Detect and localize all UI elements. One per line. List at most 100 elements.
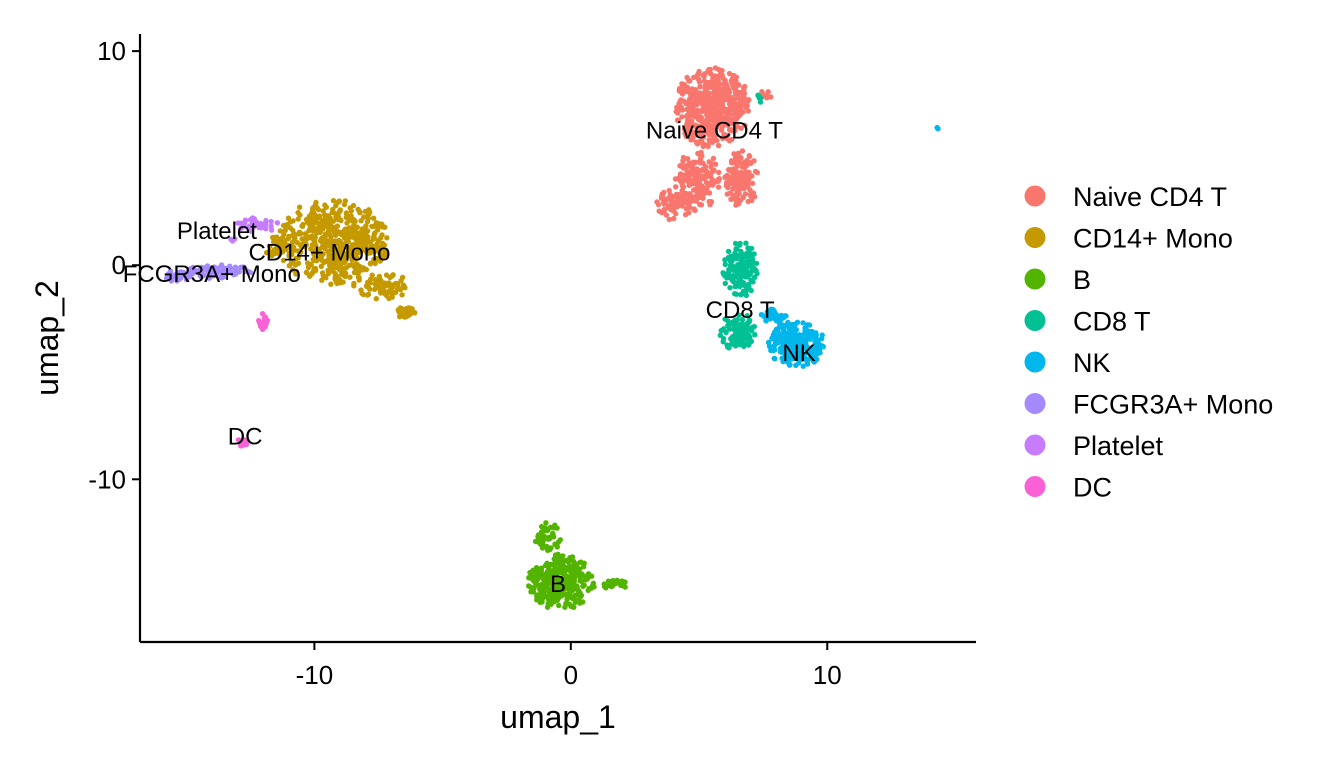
data-point <box>700 195 706 201</box>
data-point <box>710 112 716 119</box>
data-point <box>725 318 731 324</box>
data-point <box>360 291 367 298</box>
data-point <box>272 247 278 254</box>
data-point <box>686 160 692 166</box>
data-point <box>357 235 363 241</box>
data-point <box>538 581 545 588</box>
data-point <box>618 582 624 588</box>
cluster-label: CD8 T <box>706 297 775 324</box>
data-point <box>603 585 609 591</box>
legend-item: FCGR3A+ Mono <box>1024 390 1273 420</box>
data-point <box>323 204 329 210</box>
data-point <box>709 176 716 183</box>
data-point <box>659 193 665 199</box>
data-point <box>735 201 742 207</box>
cluster-label: NK <box>782 340 815 367</box>
data-point <box>706 137 712 143</box>
data-point <box>744 313 750 319</box>
data-point <box>697 187 703 193</box>
data-point <box>782 336 788 342</box>
data-point <box>566 567 572 573</box>
data-point <box>696 68 702 75</box>
data-point <box>734 163 740 169</box>
data-point <box>545 563 551 569</box>
data-point <box>697 84 703 90</box>
data-point <box>733 168 739 174</box>
legend-item: B <box>1024 265 1091 295</box>
data-point <box>332 276 338 282</box>
data-point <box>338 217 344 224</box>
data-point <box>697 123 704 130</box>
data-point <box>738 250 745 256</box>
data-point <box>386 280 392 286</box>
data-point <box>764 93 770 99</box>
data-point <box>284 221 291 228</box>
data-point <box>247 228 254 234</box>
data-point <box>325 248 331 254</box>
data-point <box>666 216 672 223</box>
data-point <box>622 584 628 590</box>
data-point <box>695 112 702 119</box>
data-point <box>342 227 348 233</box>
data-point <box>731 279 737 285</box>
data-point <box>555 551 561 557</box>
data-point <box>323 275 329 281</box>
data-point <box>295 209 301 216</box>
data-point <box>712 94 718 100</box>
data-point <box>768 347 774 354</box>
data-point <box>736 82 742 88</box>
data-point <box>725 184 731 191</box>
data-point <box>193 267 199 274</box>
series-1-points <box>263 198 418 320</box>
data-point <box>548 601 554 607</box>
data-point <box>541 589 547 595</box>
data-point <box>747 192 754 198</box>
data-point <box>357 210 363 216</box>
points-layer <box>163 65 941 610</box>
data-point <box>296 204 303 210</box>
data-point <box>801 341 807 347</box>
data-point <box>746 317 753 323</box>
data-point <box>742 83 748 90</box>
data-point <box>693 139 700 145</box>
data-point <box>679 114 685 120</box>
data-point <box>309 217 315 224</box>
data-point <box>578 592 584 599</box>
data-point <box>739 148 746 154</box>
data-point <box>697 201 703 208</box>
data-point <box>261 315 268 321</box>
series-2-points <box>526 520 628 610</box>
data-point <box>724 109 731 116</box>
data-point <box>580 583 586 589</box>
cluster-label: CD14+ Mono <box>248 239 390 266</box>
data-point <box>297 242 303 248</box>
data-point <box>734 331 740 338</box>
data-point <box>562 604 568 610</box>
data-point <box>274 241 280 248</box>
data-point <box>709 84 715 91</box>
data-point <box>614 577 620 583</box>
data-point <box>726 119 732 126</box>
data-point <box>325 238 331 244</box>
data-point <box>532 567 539 573</box>
data-point <box>716 93 723 99</box>
data-point <box>355 245 362 252</box>
data-point <box>711 118 717 124</box>
data-point <box>661 201 667 207</box>
data-point <box>342 198 348 204</box>
data-point <box>747 339 754 345</box>
data-point <box>319 277 325 283</box>
data-point <box>725 254 731 261</box>
data-point <box>580 599 586 605</box>
data-point <box>198 265 204 272</box>
data-point <box>293 271 299 277</box>
x-tick-label: 10 <box>813 660 842 690</box>
data-point <box>751 323 757 330</box>
data-point <box>557 537 563 543</box>
legend-item: CD14+ Mono <box>1024 224 1233 254</box>
data-point <box>705 94 712 100</box>
data-point <box>741 90 748 97</box>
data-point <box>372 286 378 292</box>
data-point <box>382 280 388 286</box>
data-point <box>739 279 745 285</box>
